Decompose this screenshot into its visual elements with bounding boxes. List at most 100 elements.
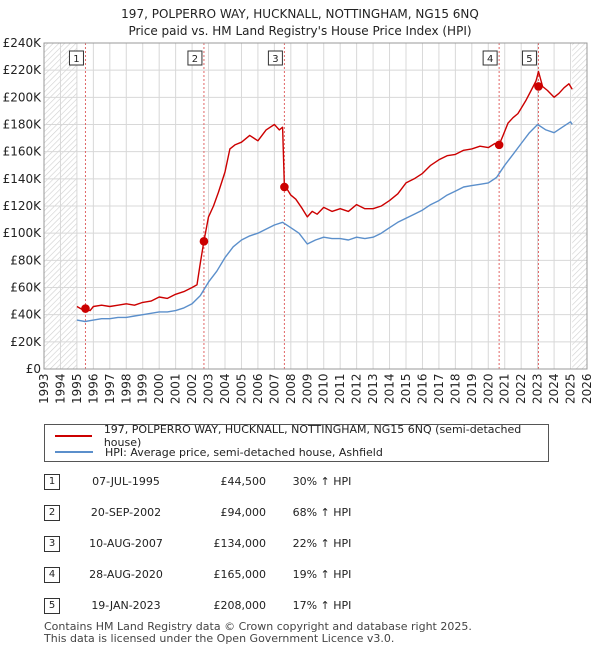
legend-item-hpi: HPI: Average price, semi-detached house,… <box>55 444 383 460</box>
x-tick-label: 1999 <box>136 373 150 404</box>
x-tick-label: 1993 <box>37 373 51 404</box>
sale-price: £94,000 <box>220 506 267 519</box>
sale-date: 19-JAN-2023 <box>91 599 161 612</box>
x-tick-label: 2022 <box>514 373 528 404</box>
x-tick-label: 2016 <box>415 373 429 404</box>
y-tick-label: £40K <box>10 308 42 322</box>
x-tick-label: 2025 <box>564 373 578 404</box>
y-tick-label: £60K <box>10 281 42 295</box>
sale-row: 5 19-JAN-2023 £208,000 17% ↑ HPI <box>44 596 464 616</box>
y-tick-label: £200K <box>3 90 43 104</box>
property-series-line <box>76 70 573 312</box>
sale-price: £44,500 <box>220 475 267 488</box>
sale-hpi-change: 30% ↑ HPI <box>292 475 352 488</box>
footer-licence: This data is licensed under the Open Gov… <box>44 632 395 645</box>
sale-date: 10-AUG-2007 <box>89 537 163 550</box>
legend-swatch-property <box>55 435 92 437</box>
legend: 197, POLPERRO WAY, HUCKNALL, NOTTINGHAM,… <box>44 423 549 462</box>
y-tick-label: £220K <box>3 63 43 77</box>
x-tick-label: 2000 <box>152 373 166 404</box>
x-tick-label: 1998 <box>119 373 133 404</box>
x-tick-label: 2019 <box>465 373 479 404</box>
y-tick-label: £240K <box>3 36 43 50</box>
sale-label-box <box>482 50 498 66</box>
sale-row: 3 10-AUG-2007 £134,000 22% ↑ HPI <box>44 534 464 554</box>
x-tick-label: 2015 <box>399 373 413 404</box>
x-tick-label: 2009 <box>300 373 314 404</box>
sale-number-badge: 3 <box>44 536 60 552</box>
footer-copyright: Contains HM Land Registry data © Crown c… <box>44 620 472 633</box>
sale-date: 28-AUG-2020 <box>89 568 163 581</box>
legend-item-property: 197, POLPERRO WAY, HUCKNALL, NOTTINGHAM,… <box>55 423 548 449</box>
sale-point <box>494 140 504 150</box>
sale-label: 3 <box>272 54 278 65</box>
sale-label-box <box>68 50 84 66</box>
sale-label: 2 <box>192 54 198 65</box>
x-tick-label: 2012 <box>350 373 364 404</box>
sale-label-box <box>187 50 203 66</box>
sale-hpi-change: 17% ↑ HPI <box>292 599 352 612</box>
x-tick-label: 1996 <box>86 373 100 404</box>
x-tick-label: 2002 <box>185 373 199 404</box>
legend-swatch-hpi <box>55 451 93 453</box>
y-tick-label: £100K <box>3 226 43 240</box>
chart-title-line-2: Price paid vs. HM Land Registry's House … <box>128 24 472 38</box>
sale-label: 1 <box>73 54 79 65</box>
x-tick-label: 2026 <box>580 373 594 404</box>
sale-point <box>534 82 543 91</box>
x-tick-label: 2020 <box>481 373 495 404</box>
y-tick-label: £160K <box>3 145 43 159</box>
sale-row: 1 07-JUL-1995 £44,500 30% ↑ HPI <box>44 472 464 492</box>
sale-number-badge: 5 <box>44 598 60 614</box>
sale-point <box>81 304 90 313</box>
chart-title-line-1: 197, POLPERRO WAY, HUCKNALL, NOTTINGHAM,… <box>121 7 479 21</box>
sale-label-box <box>267 50 283 66</box>
sale-date: 07-JUL-1995 <box>92 475 160 488</box>
x-tick-label: 1994 <box>53 373 67 404</box>
x-tick-label: 2005 <box>234 373 248 404</box>
x-tick-label: 2004 <box>218 373 232 404</box>
y-tick-label: £180K <box>3 118 43 132</box>
sale-hpi-change: 19% ↑ HPI <box>292 568 352 581</box>
sale-row: 4 28-AUG-2020 £165,000 19% ↑ HPI <box>44 565 464 585</box>
y-tick-label: £20K <box>10 335 42 349</box>
x-tick-label: 2010 <box>317 373 331 404</box>
x-tick-label: 2021 <box>498 373 512 404</box>
sale-price: £134,000 <box>213 537 267 550</box>
x-tick-label: 2006 <box>251 373 265 404</box>
sale-point <box>199 237 209 246</box>
x-tick-label: 2003 <box>202 373 216 404</box>
legend-label-property: 197, POLPERRO WAY, HUCKNALL, NOTTINGHAM,… <box>103 423 522 449</box>
x-tick-label: 2011 <box>333 373 347 404</box>
sale-number-badge: 4 <box>44 567 60 583</box>
x-tick-label: 2023 <box>531 373 545 404</box>
price-chart: 1 2 3 4 5 £0 £20K £40K £60K £80K £100K £120K £140K £… <box>3 36 594 404</box>
y-tick-label: £140K <box>3 172 43 186</box>
x-tick-label: 2024 <box>547 373 561 404</box>
sale-price: £165,000 <box>213 568 267 581</box>
sale-price: £208,000 <box>213 599 267 612</box>
plot-frame <box>43 42 588 370</box>
sale-row: 2 20-SEP-2002 £94,000 68% ↑ HPI <box>44 503 464 523</box>
sale-label-box <box>521 50 537 66</box>
sale-point <box>280 182 289 192</box>
sale-number-badge: 1 <box>44 474 60 490</box>
x-tick-label: 2001 <box>169 373 183 404</box>
hpi-series-line <box>76 121 573 323</box>
y-tick-label: £0 <box>26 362 41 376</box>
x-tick-label: 1995 <box>70 373 84 404</box>
x-tick-label: 2008 <box>284 373 298 404</box>
x-tick-label: 2013 <box>366 373 380 404</box>
x-tick-label: 2017 <box>432 373 446 404</box>
x-tick-label: 2007 <box>267 373 281 404</box>
sale-label: 4 <box>487 54 493 65</box>
x-tick-label: 2014 <box>383 373 397 404</box>
sale-hpi-change: 22% ↑ HPI <box>292 537 352 550</box>
sale-date: 20-SEP-2002 <box>90 506 162 519</box>
x-tick-label: 2018 <box>448 373 462 404</box>
x-tick-label: 1997 <box>103 373 117 404</box>
sale-hpi-change: 68% ↑ HPI <box>292 506 352 519</box>
legend-label-hpi: HPI: Average price, semi-detached house,… <box>105 445 383 459</box>
y-tick-label: £80K <box>10 253 42 267</box>
y-tick-label: £120K <box>3 199 43 213</box>
